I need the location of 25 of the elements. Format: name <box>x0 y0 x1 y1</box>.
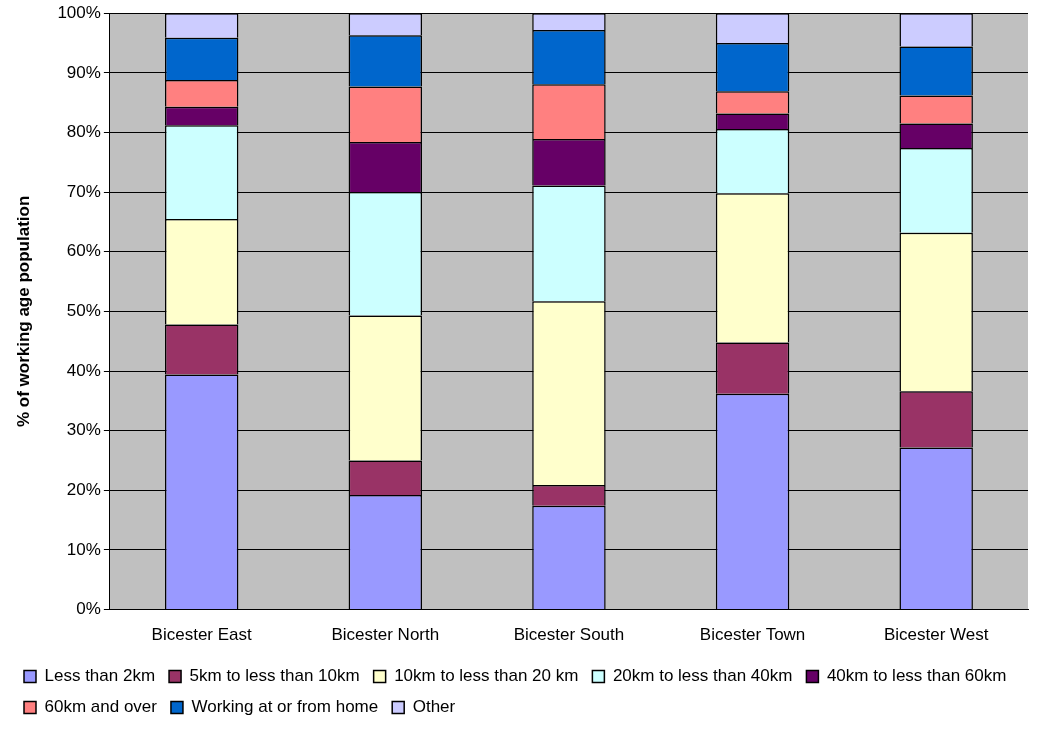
x-tick-label: Bicester East <box>151 625 253 645</box>
legend-label: 60km and over <box>44 697 158 717</box>
legend-label: 40km to less than 60km <box>826 666 1007 686</box>
y-tick-label: 80% <box>66 122 101 142</box>
y-tick-label: 0% <box>76 599 101 619</box>
x-tick-label: Bicester Town <box>699 625 806 645</box>
y-tick-label: 30% <box>66 420 101 440</box>
x-tick-label: Bicester North <box>331 625 440 645</box>
y-tick-label: 50% <box>66 301 101 321</box>
y-tick-label: 40% <box>66 360 101 380</box>
legend-label: Other <box>412 697 456 717</box>
legend-label: 10km to less than 20 km <box>394 666 579 686</box>
y-tick-label: 10% <box>66 539 101 559</box>
y-tick-label: 100% <box>57 2 101 22</box>
y-tick-label: 20% <box>66 480 101 500</box>
legend-label: 5km to less than 10km <box>189 666 360 686</box>
y-axis-title: % of working age population <box>13 195 33 428</box>
y-tick-label: 70% <box>66 181 101 201</box>
legend-label: Less than 2km <box>44 666 156 686</box>
y-tick-label: 90% <box>66 62 101 82</box>
y-tick-label: 60% <box>66 241 101 261</box>
legend-label: 20km to less than 40km <box>612 666 793 686</box>
x-tick-label: Bicester West <box>883 625 989 645</box>
x-tick-label: Bicester South <box>513 625 625 645</box>
legend-label: Working at or from home <box>191 697 379 717</box>
